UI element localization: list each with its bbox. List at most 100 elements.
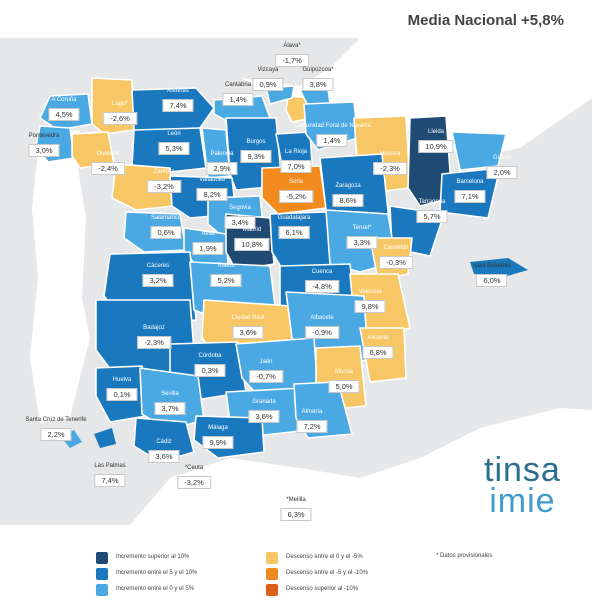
label-teruel: Teruel* 3,3% (346, 224, 378, 250)
province-name: Zamora (153, 169, 175, 175)
tinsa-imie-logo: tinsa imie (484, 453, 561, 520)
province-value: 5,2% (210, 274, 242, 287)
province-name: Santa Cruz de Tenerife (25, 417, 87, 423)
province-name: Valladolid (199, 177, 225, 183)
label-cordoba: Córdoba 0,3% (194, 352, 226, 378)
region-islas-baleares (470, 258, 528, 278)
label-la-rioja: La Rioja 7,0% (280, 148, 312, 174)
province-name: Vizcaya (257, 67, 279, 73)
label-tarragona: Tarragona 5,7% (416, 198, 448, 224)
province-value: 1,9% (192, 242, 224, 255)
label-santa-cruz-de-tenerife: Santa Cruz de Tenerife 2,2% (25, 416, 87, 442)
land-africa (130, 408, 592, 525)
region-zamora (111, 163, 175, 211)
label-asturias: Asturias 7,4% (162, 87, 194, 113)
province-value: 3,0% (28, 144, 60, 157)
legend-label: Descenso entre el -5 y el -10% (286, 570, 369, 576)
region-las-palmas (94, 428, 116, 448)
province-value: 3,7% (154, 402, 186, 415)
label-comunidad-foral-de-navarra: Comunidad Foral de Navarra 1,4% (293, 122, 371, 148)
province-name: Almería (301, 409, 323, 415)
label-guipuzcoa: Guipúzcoa* 3,8% (302, 66, 334, 92)
province-name: Valencia (358, 289, 382, 295)
province-name: Guadalajara (277, 215, 311, 221)
province-value: -0,9% (305, 326, 339, 339)
province-name: Soria (288, 179, 303, 185)
province-value: 5,7% (416, 210, 448, 223)
province-value: 0,6% (150, 226, 182, 239)
label-islas-baleares: Islas Baleares 6,0% (473, 262, 511, 288)
province-value: 6,1% (278, 226, 310, 239)
province-name: Castellón (383, 245, 409, 251)
map-title: Media Nacional +5,8% (407, 12, 564, 29)
label-castellon: Castellón -0,3% (379, 244, 413, 270)
province-value: 7,1% (454, 190, 486, 203)
province-value: 10,9% (418, 140, 454, 153)
province-value: 2,9% (206, 162, 238, 175)
province-value: 10,8% (234, 238, 270, 251)
province-name: Alicante (367, 335, 389, 341)
province-value: 7,4% (94, 474, 126, 487)
label-salamanca: Salamanca 0,6% (150, 214, 182, 240)
label-segovia: Segovia 3,4% (224, 204, 256, 230)
province-value: 1,4% (316, 134, 348, 147)
land-france (240, 38, 592, 158)
province-name: Tarragona (418, 199, 446, 205)
province-name: Murcia (334, 369, 354, 375)
province-value: -4,8% (305, 280, 339, 293)
label-ourense: Ourense -2,4% (91, 150, 125, 176)
province-name: Cáceres (146, 263, 170, 269)
legend-label: Incremento entre el 5 y el 10% (116, 570, 198, 576)
province-value: 6,0% (476, 274, 508, 287)
label-murcia: Murcia 5,0% (328, 368, 360, 394)
province-value: -3,2% (177, 476, 211, 489)
province-name: Madrid (242, 227, 262, 233)
region-la-rioja (275, 131, 313, 167)
label-granada: Granada 3,6% (248, 398, 280, 424)
province-name: Lugo* (112, 101, 128, 107)
legend-label: Incremento superior al 10% (116, 554, 190, 560)
province-value: 6,3% (280, 508, 312, 521)
provisional-data-note: * Datos provisionales (436, 553, 493, 559)
label-las-palmas: Las Palmas 7,4% (94, 462, 126, 488)
label-pontevedra: Pontevedra 3,0% (28, 132, 60, 158)
province-value: 0,9% (252, 78, 284, 91)
province-value: 0,3% (194, 364, 226, 377)
province-name: León (167, 131, 181, 137)
label-zamora: Zamora -3,2% (147, 168, 181, 194)
province-name: *Ceuta (184, 465, 204, 471)
label-a-coruna: A Coruña 4,5% (48, 96, 80, 122)
province-value: -2,3% (373, 162, 407, 175)
province-name: Burgos (246, 139, 266, 145)
province-name: Segovia (229, 205, 251, 211)
label-ciudad-real: Ciudad Real 3,6% (231, 314, 265, 340)
province-name: Guipúzcoa* (302, 67, 334, 73)
label-vizcaya: Vizcaya 0,9% (252, 66, 284, 92)
label-badajoz: Badajoz -2,3% (137, 324, 171, 350)
legend-swatch (266, 568, 278, 580)
label-toledo: Toledo 5,2% (210, 262, 242, 288)
province-name: Málaga (208, 425, 228, 431)
label-cuenca: Cuenca -4,8% (305, 268, 339, 294)
label-burgos: Burgos 9,3% (240, 138, 272, 164)
logo-line-2: imie (489, 482, 556, 520)
province-value: 8,2% (196, 188, 228, 201)
province-value: 3,6% (248, 410, 280, 423)
province-name: Ciudad Real (231, 315, 265, 321)
province-value: 3,8% (302, 78, 334, 91)
province-name: Salamanca (150, 215, 182, 221)
province-name: La Rioja (284, 149, 308, 155)
legend-label: Descenso entre el 0 y el -5% (286, 554, 363, 560)
label-zaragoza: Zaragoza 8,6% (332, 182, 364, 208)
province-name: Teruel* (352, 225, 372, 231)
label-leon: León 5,3% (158, 130, 190, 156)
province-value: 6,8% (362, 346, 394, 359)
province-value: 3,3% (346, 236, 378, 249)
label-valencia: Valencia 9,8% (354, 288, 386, 314)
province-name: Ávila (201, 231, 215, 237)
province-value: -2,6% (103, 112, 137, 125)
label-sevilla: Sevilla 3,7% (154, 390, 186, 416)
legend-swatch (266, 584, 278, 596)
label-guadalajara: Guadalajara 6,1% (277, 214, 311, 240)
legend-swatch (266, 552, 278, 564)
